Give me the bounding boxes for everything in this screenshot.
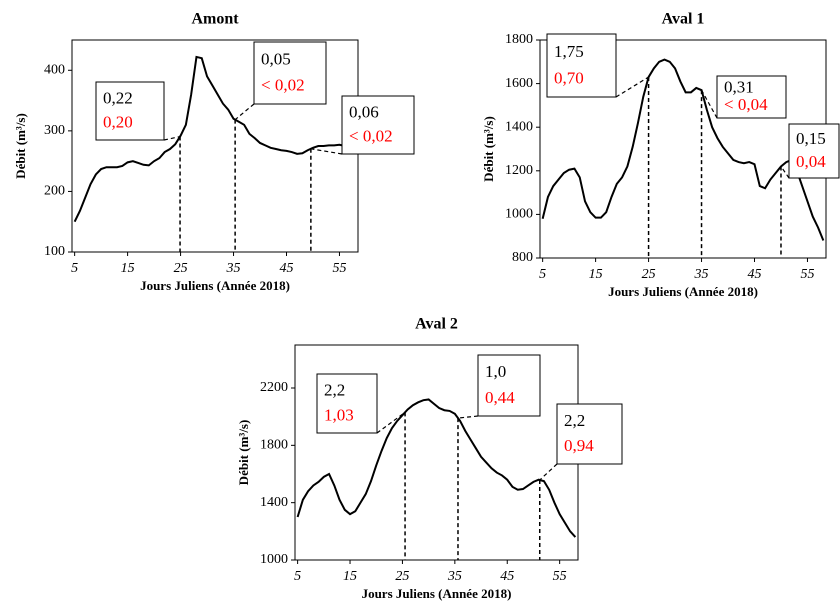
annotation-label-red: 0,94: [564, 436, 594, 455]
x-tick-label: 5: [539, 267, 546, 282]
y-tick-label: 1800: [260, 438, 288, 453]
annotation-leader: [310, 148, 343, 155]
annotation-label: 2,2: [324, 381, 345, 400]
annotation-leader: [457, 415, 479, 419]
x-axis-label: Jours Juliens (Année 2018): [362, 586, 512, 601]
annotation-label: 0,05: [261, 50, 291, 69]
annotation-label-red: < 0,02: [349, 127, 393, 146]
x-tick-label: 55: [800, 267, 814, 282]
y-tick-label: 2200: [260, 380, 288, 395]
x-axis-label: Jours Juliens (Année 2018): [140, 278, 290, 293]
annotation-leader: [539, 463, 558, 481]
chart-title: Amont: [191, 11, 239, 28]
annotation-leader: [376, 411, 406, 434]
y-tick-label: 1200: [505, 163, 533, 178]
annotation-label-red: 0,44: [485, 388, 515, 407]
annotation-label: 1,75: [554, 42, 584, 61]
x-tick-label: 35: [447, 569, 462, 584]
annotation-box: [253, 41, 327, 105]
x-tick-label: 25: [642, 267, 656, 282]
annotation-leader: [163, 135, 181, 141]
annotation-label: 0,06: [349, 102, 379, 121]
chart-title: Aval 1: [662, 11, 705, 28]
x-tick-label: 25: [174, 261, 188, 276]
annotation-box: [477, 354, 541, 417]
annotation-label: 0,31: [724, 78, 754, 97]
y-tick-label: 300: [44, 123, 65, 138]
data-line: [296, 398, 577, 538]
annotation-label-red: 0,04: [796, 152, 826, 171]
annotation-label-red: 1,03: [324, 405, 354, 424]
annotation-box: [546, 33, 617, 98]
y-axis-label: Débit (m³/s): [236, 420, 251, 486]
y-tick-label: 1400: [505, 119, 533, 134]
x-tick-label: 45: [748, 267, 762, 282]
y-tick-label: 100: [44, 244, 65, 259]
x-tick-label: 55: [553, 569, 567, 584]
annotation-box: [556, 403, 623, 465]
y-tick-label: 800: [512, 250, 533, 265]
annotation-label: 0,15: [796, 129, 826, 148]
y-tick-label: 1400: [260, 495, 288, 510]
annotation-label-red: < 0,02: [261, 76, 305, 95]
y-tick-label: 400: [44, 63, 65, 78]
x-tick-label: 55: [332, 261, 346, 276]
x-tick-label: 25: [395, 569, 409, 584]
y-tick-label: 1000: [260, 552, 288, 567]
y-tick-label: 1600: [505, 76, 533, 91]
x-tick-label: 15: [589, 267, 603, 282]
annotation-label-red: 0,70: [554, 68, 584, 87]
annotation-leader: [701, 89, 718, 119]
annotation-label-red: 0,20: [103, 113, 133, 132]
x-tick-label: 5: [71, 261, 78, 276]
x-tick-label: 35: [694, 267, 709, 282]
annotation-box: [716, 75, 787, 119]
y-axis-label: Débit (m³/s): [13, 113, 28, 179]
data-line: [73, 55, 356, 223]
y-tick-label: 1000: [505, 207, 533, 222]
annotation-leader: [234, 103, 255, 121]
annotation-box: [788, 123, 840, 179]
x-tick-label: 45: [500, 569, 514, 584]
annotation-box: [341, 95, 415, 155]
data-line: [541, 58, 825, 241]
annotation-label: 1,0: [485, 362, 506, 381]
annotation-label: 2,2: [564, 411, 585, 430]
x-tick-label: 45: [280, 261, 294, 276]
x-axis-label: Jours Juliens (Année 2018): [608, 284, 758, 299]
x-tick-label: 5: [294, 569, 301, 584]
y-axis-label: Débit (m³/s): [481, 116, 496, 182]
y-tick-label: 1800: [505, 32, 533, 47]
annotation-label: 0,22: [103, 88, 133, 107]
annotation-box: [316, 373, 378, 434]
x-tick-label: 15: [343, 569, 357, 584]
y-tick-label: 200: [44, 184, 65, 199]
x-tick-label: 15: [121, 261, 135, 276]
chart-title: Aval 2: [415, 316, 458, 333]
annotation-leader: [615, 76, 649, 98]
annotation-label-red: < 0,04: [724, 95, 768, 114]
annotation-box: [95, 81, 165, 141]
x-tick-label: 35: [226, 261, 241, 276]
annotation-leader: [780, 166, 790, 179]
